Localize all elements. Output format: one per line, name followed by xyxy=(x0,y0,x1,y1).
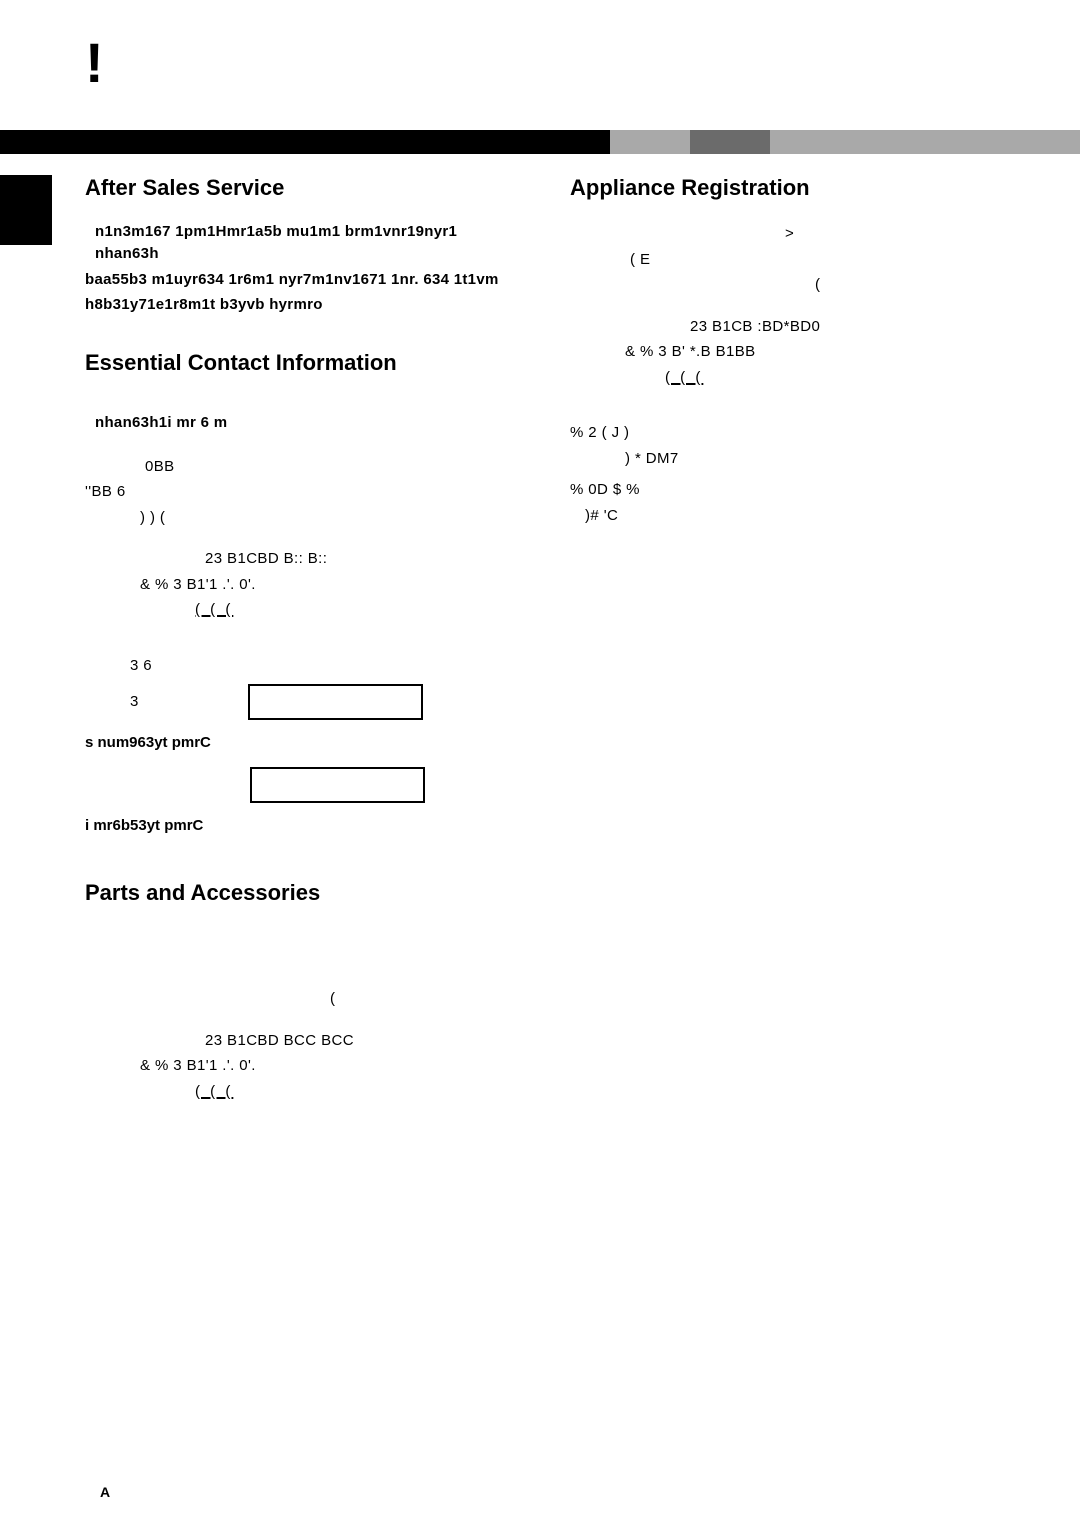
text-line: ( ( ( xyxy=(665,365,1005,391)
text-line: & % 3 B' *.B B1BB xyxy=(625,339,1005,365)
text-line: ( E xyxy=(630,247,1005,273)
after-sales-p3: h8b31y71e1r8m1t b3yvb hyrmro xyxy=(85,294,520,316)
text-line: 3 xyxy=(130,693,139,710)
after-sales-title: After Sales Service xyxy=(85,175,520,201)
text-line: 23 B1CBD B:: B:: xyxy=(205,546,520,572)
text-line: ( xyxy=(815,272,1005,298)
serial-label: i mr6b53yt pmrC xyxy=(85,817,520,834)
essential-subtitle: nhan63h1i mr 6 m xyxy=(95,412,520,434)
serial-row xyxy=(250,767,520,803)
model-input-box[interactable] xyxy=(248,684,423,720)
text-line: % 0D $ % xyxy=(570,477,1005,503)
text-line: % 2 ( J ) xyxy=(570,420,1005,446)
page-footer: A xyxy=(100,1484,110,1500)
text-line: ) ) ( xyxy=(140,505,520,531)
text-line: ) * DM7 xyxy=(625,446,1005,472)
text-line: ''BB 6 xyxy=(85,479,520,505)
side-tab xyxy=(0,175,52,245)
text-line: 0BB xyxy=(145,454,520,480)
text-line: ( ( ( xyxy=(195,1079,520,1105)
text-line: & % 3 B1'1 .'. 0'. xyxy=(140,572,520,598)
model-label: s num963yt pmrC xyxy=(85,734,520,751)
text-line: ( xyxy=(330,986,520,1012)
text-line: )# 'C xyxy=(585,503,1005,529)
serial-input-box[interactable] xyxy=(250,767,425,803)
after-sales-p2: baa55b3 m1uyr634 1r6m1 nyr7m1nv1671 1nr.… xyxy=(85,269,520,291)
text-line: > xyxy=(785,221,1005,247)
parts-title: Parts and Accessories xyxy=(85,880,520,906)
text-line: ( ( ( xyxy=(195,597,520,623)
after-sales-p1: n1n3m167 1pm1Hmr1a5b mu1m1 brm1vnr19nyr1… xyxy=(95,221,520,265)
content: After Sales Service n1n3m167 1pm1Hmr1a5b… xyxy=(85,175,1005,1104)
text-line: & % 3 B1'1 .'. 0'. xyxy=(140,1053,520,1079)
text-line: 23 B1CB :BD*BD0 xyxy=(690,314,1005,340)
model-row: 3 xyxy=(130,684,520,720)
left-column: After Sales Service n1n3m167 1pm1Hmr1a5b… xyxy=(85,175,520,1104)
header-bar-mid xyxy=(690,130,770,154)
header-bar xyxy=(0,130,1080,154)
registration-title: Appliance Registration xyxy=(570,175,1005,201)
right-column: Appliance Registration > ( E ( 23 B1CB :… xyxy=(570,175,1005,1104)
warning-icon: ! xyxy=(85,30,104,95)
essential-title: Essential Contact Information xyxy=(85,350,520,376)
text-line: 3 6 xyxy=(130,653,520,679)
header-bar-light xyxy=(610,130,1080,154)
text-line: 23 B1CBD BCC BCC xyxy=(205,1028,520,1054)
